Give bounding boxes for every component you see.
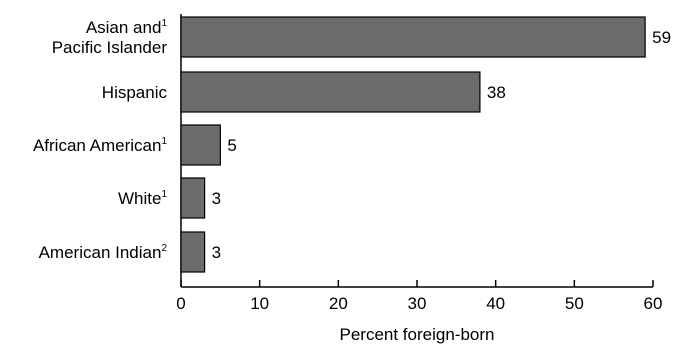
category-label: Pacific Islander bbox=[52, 38, 168, 57]
bar-value-label: 3 bbox=[212, 243, 221, 262]
bars: 59 38 5 3 3 bbox=[180, 16, 671, 273]
x-tick-label: 60 bbox=[644, 294, 663, 313]
category-label: Hispanic bbox=[102, 83, 168, 102]
bar-value-label: 3 bbox=[212, 189, 221, 208]
footnote-marker: 1 bbox=[161, 189, 167, 200]
footnote-marker: 1 bbox=[161, 18, 167, 29]
bar bbox=[180, 124, 221, 166]
bar-value-label: 59 bbox=[652, 28, 671, 47]
bar bbox=[180, 177, 206, 219]
x-tick-label: 40 bbox=[486, 294, 505, 313]
category-label: Asian and1 bbox=[86, 18, 168, 37]
bar bbox=[180, 16, 646, 58]
x-tick-label: 50 bbox=[565, 294, 584, 313]
footnote-marker: 2 bbox=[161, 243, 167, 254]
footnote-marker: 1 bbox=[161, 136, 167, 147]
bar-value-label: 5 bbox=[227, 136, 236, 155]
bar-value-label: 38 bbox=[487, 83, 506, 102]
category-label: American Indian2 bbox=[39, 243, 168, 262]
category-label: African American1 bbox=[33, 136, 168, 155]
x-tick-label: 0 bbox=[176, 294, 185, 313]
bar bbox=[180, 71, 481, 113]
x-tick-label: 30 bbox=[408, 294, 427, 313]
category-label: White1 bbox=[118, 189, 167, 208]
x-axis-title: Percent foreign-born bbox=[340, 325, 495, 344]
x-tick-label: 10 bbox=[250, 294, 269, 313]
x-tick-label: 20 bbox=[329, 294, 348, 313]
bar bbox=[180, 231, 206, 273]
x-ticks: 0 10 20 30 40 50 60 bbox=[176, 280, 662, 313]
